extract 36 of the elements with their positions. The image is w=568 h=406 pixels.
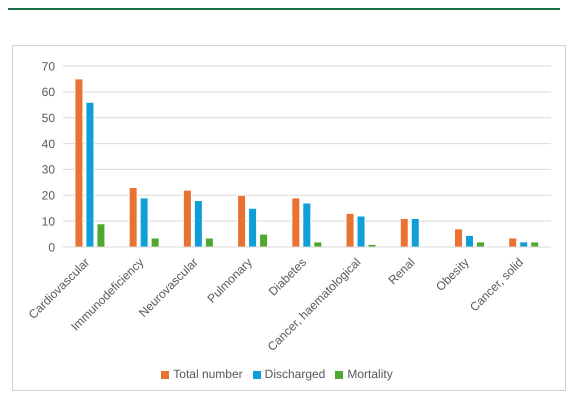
y-tick-label: 60 — [42, 85, 56, 100]
bar — [410, 218, 420, 247]
y-tick-label: 20 — [42, 188, 56, 203]
bar — [182, 190, 192, 247]
bar — [85, 102, 94, 247]
bar — [128, 187, 138, 247]
bar — [464, 234, 474, 247]
bar — [302, 202, 312, 247]
bar — [508, 237, 518, 247]
legend-label: Total number — [173, 367, 243, 381]
y-tick-label: 10 — [42, 214, 56, 228]
bar — [346, 212, 355, 247]
y-tick-label: 30 — [42, 162, 56, 177]
bar — [248, 208, 258, 247]
bar — [194, 200, 203, 247]
bar — [237, 194, 246, 247]
y-tick-label: 50 — [42, 110, 56, 125]
bar — [356, 215, 366, 247]
bar — [476, 241, 485, 247]
bar — [291, 197, 300, 247]
y-tick-label: 70 — [42, 59, 56, 74]
bar — [150, 237, 160, 247]
bar — [259, 234, 268, 247]
bar — [400, 218, 409, 247]
y-tick-label: 40 — [42, 136, 56, 151]
bar — [454, 228, 463, 247]
bar — [140, 197, 149, 247]
bar — [204, 237, 214, 247]
bar — [519, 241, 528, 247]
legend-label: Discharged — [264, 367, 326, 381]
bar — [313, 241, 322, 247]
bar — [74, 78, 84, 247]
legend-label: Mortality — [347, 367, 393, 381]
y-tick-label: 0 — [48, 240, 56, 254]
bar — [96, 223, 106, 247]
bar — [530, 241, 540, 247]
